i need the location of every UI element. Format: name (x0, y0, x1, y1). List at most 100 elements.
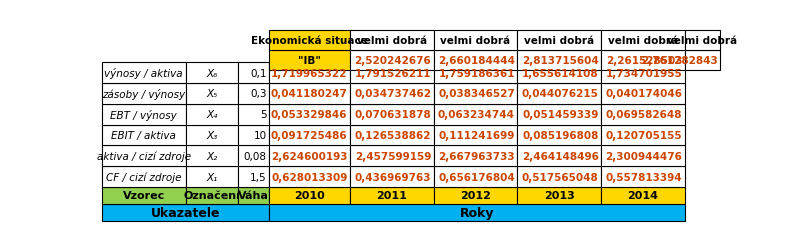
Text: 0,070631878: 0,070631878 (354, 110, 431, 120)
Bar (350, 166, 434, 187)
Bar (601, 63, 685, 84)
Text: 0,044076215: 0,044076215 (521, 89, 598, 99)
Text: 10: 10 (253, 130, 267, 140)
Bar (517, 51, 601, 71)
Text: 0,041180247: 0,041180247 (270, 89, 347, 99)
Text: 0,517565048: 0,517565048 (522, 172, 598, 182)
Bar (238, 125, 269, 146)
Text: 2,457599159: 2,457599159 (354, 151, 431, 161)
Bar (102, 125, 185, 146)
Bar (434, 146, 517, 167)
Text: 2,660184444: 2,660184444 (438, 56, 515, 66)
Bar (434, 125, 517, 146)
Text: 1,5: 1,5 (250, 172, 267, 182)
Bar (434, 187, 517, 204)
Bar (102, 187, 185, 204)
Bar (434, 84, 517, 104)
Bar (238, 63, 269, 84)
Bar (185, 104, 238, 125)
Text: Označení: Označení (184, 191, 241, 201)
Text: 1,791526211: 1,791526211 (354, 68, 431, 78)
Bar (517, 166, 601, 187)
Text: 2011: 2011 (376, 191, 407, 201)
Bar (517, 104, 601, 125)
Bar (434, 31, 517, 51)
Text: velmi dobrá: velmi dobrá (357, 36, 427, 46)
Text: 0,038346527: 0,038346527 (438, 89, 515, 99)
Bar (601, 31, 685, 51)
Bar (185, 63, 238, 84)
Text: velmi dobrá: velmi dobrá (524, 36, 594, 46)
Text: X₄: X₄ (206, 110, 217, 120)
Text: EBIT / aktiva: EBIT / aktiva (111, 130, 176, 140)
Bar (434, 166, 517, 187)
Bar (350, 104, 434, 125)
Text: 0,08: 0,08 (244, 151, 267, 161)
Text: Ukazatele: Ukazatele (151, 206, 221, 219)
Text: 0,051459339: 0,051459339 (522, 110, 598, 120)
Bar (517, 187, 601, 204)
Bar (269, 31, 350, 51)
Text: 2010: 2010 (294, 191, 325, 201)
Text: 0,557813394: 0,557813394 (606, 172, 683, 182)
Bar (238, 104, 269, 125)
Text: 0,063234744: 0,063234744 (438, 110, 515, 120)
Bar (350, 187, 434, 204)
Bar (601, 125, 685, 146)
Bar (434, 51, 517, 71)
Bar (601, 104, 685, 125)
Text: 0,3: 0,3 (250, 89, 267, 99)
Text: aktiva / cizí zdroje: aktiva / cizí zdroje (96, 151, 191, 162)
Bar (102, 63, 185, 84)
Bar (350, 84, 434, 104)
Bar (269, 104, 350, 125)
Text: 2,761282843: 2,761282843 (641, 56, 718, 66)
Bar (517, 84, 601, 104)
Bar (269, 51, 350, 71)
Text: 2,300944476: 2,300944476 (606, 151, 683, 161)
Text: 2,624600193: 2,624600193 (271, 151, 347, 161)
Bar (102, 166, 185, 187)
Text: X₆: X₆ (206, 68, 217, 78)
Text: 0,091725486: 0,091725486 (271, 130, 347, 140)
Bar (185, 146, 238, 167)
Bar (517, 31, 601, 51)
Text: 0,040174046: 0,040174046 (606, 89, 683, 99)
Text: Roky: Roky (460, 206, 494, 219)
Bar (102, 104, 185, 125)
Text: velmi dobrá: velmi dobrá (440, 36, 510, 46)
Bar (601, 166, 685, 187)
Bar (601, 51, 685, 71)
Text: X₅: X₅ (206, 89, 217, 99)
Text: 0,069582648: 0,069582648 (606, 110, 683, 120)
Text: 2,261528503: 2,261528503 (606, 56, 683, 66)
Bar (601, 84, 685, 104)
Bar (350, 125, 434, 146)
Text: 2,813715604: 2,813715604 (522, 56, 598, 66)
Bar (269, 84, 350, 104)
Text: 2,520242676: 2,520242676 (354, 56, 431, 66)
Bar (350, 146, 434, 167)
Text: zásoby / výnosy: zásoby / výnosy (102, 88, 185, 100)
Text: výnosy / aktiva: výnosy / aktiva (104, 68, 183, 79)
Bar (238, 187, 269, 204)
Bar (238, 146, 269, 167)
Text: Váha: Váha (238, 191, 269, 201)
Text: velmi dobrá: velmi dobrá (667, 36, 738, 46)
Text: velmi dobrá: velmi dobrá (608, 36, 678, 46)
Text: X₁: X₁ (206, 172, 217, 182)
Bar (269, 125, 350, 146)
Bar (601, 146, 685, 167)
Text: 1,719965322: 1,719965322 (271, 68, 347, 78)
Text: 1,734701955: 1,734701955 (606, 68, 683, 78)
Bar (434, 63, 517, 84)
Text: 2013: 2013 (544, 191, 574, 201)
Text: EBT / výnosy: EBT / výnosy (111, 109, 177, 120)
Bar (517, 125, 601, 146)
Text: 0,656176804: 0,656176804 (438, 172, 515, 182)
Bar (269, 166, 350, 187)
Bar (269, 63, 350, 84)
Text: 2012: 2012 (460, 191, 491, 201)
Text: 0,034737462: 0,034737462 (354, 89, 431, 99)
Bar (269, 204, 685, 221)
